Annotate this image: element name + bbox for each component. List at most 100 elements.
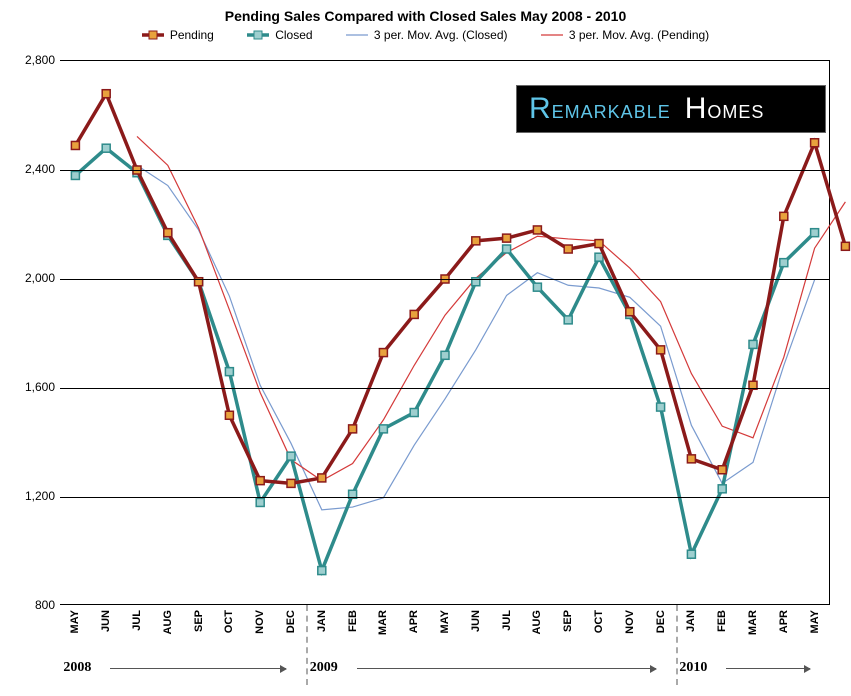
legend-swatch-pending (142, 29, 164, 41)
marker-closed (533, 283, 541, 291)
gridline (60, 279, 829, 280)
marker-closed (657, 403, 665, 411)
marker-closed (749, 340, 757, 348)
xtick-label: DEC (285, 610, 297, 633)
year-label: 2009 (310, 660, 338, 676)
marker-pending (256, 477, 264, 485)
marker-pending (503, 234, 511, 242)
ytick-label: 2,800 (5, 53, 55, 67)
marker-pending (318, 474, 326, 482)
logo: Remarkable Homes (516, 85, 826, 133)
marker-pending (287, 479, 295, 487)
gridline (60, 388, 829, 389)
marker-pending (379, 349, 387, 357)
marker-closed (595, 253, 603, 261)
marker-closed (811, 229, 819, 237)
marker-pending (780, 212, 788, 220)
xtick-label: FEB (716, 610, 728, 632)
legend-item-pending: Pending (142, 28, 214, 42)
legend-item-ma-closed: 3 per. Mov. Avg. (Closed) (346, 28, 508, 42)
marker-closed (287, 452, 295, 460)
legend-swatch-ma-pending (541, 29, 563, 41)
legend-label-pending: Pending (170, 28, 214, 42)
chart-container: Pending Sales Compared with Closed Sales… (0, 0, 851, 696)
xtick-label: MAR (747, 610, 759, 635)
marker-closed (441, 351, 449, 359)
legend-swatch-ma-closed (346, 29, 368, 41)
xtick-label: MAY (809, 610, 821, 633)
marker-closed (718, 485, 726, 493)
marker-pending (410, 310, 418, 318)
legend-item-closed: Closed (247, 28, 312, 42)
ytick-label: 800 (5, 598, 55, 612)
xtick-label: OCT (593, 610, 605, 633)
xtick-label: MAY (439, 610, 451, 633)
marker-pending (811, 139, 819, 147)
marker-closed (225, 368, 233, 376)
xtick-label: APR (778, 610, 790, 633)
xtick-label: SEP (562, 610, 574, 632)
year-arrow (357, 668, 656, 669)
ytick-label: 2,400 (5, 162, 55, 176)
logo-word1: Remarkable (529, 92, 671, 126)
series-line-ma-closed (137, 165, 815, 509)
year-arrow (726, 668, 809, 669)
marker-pending (164, 229, 172, 237)
gridline (60, 170, 829, 171)
marker-pending (225, 411, 233, 419)
xtick-label: NOV (254, 610, 266, 634)
logo-word2: Homes (685, 92, 765, 126)
marker-pending (626, 308, 634, 316)
legend-label-closed: Closed (275, 28, 312, 42)
marker-pending (564, 245, 572, 253)
chart-title: Pending Sales Compared with Closed Sales… (0, 8, 851, 24)
marker-closed (780, 259, 788, 267)
marker-closed (564, 316, 572, 324)
xtick-label: JAN (685, 610, 697, 632)
marker-closed (71, 171, 79, 179)
xtick-label: APR (408, 610, 420, 633)
xtick-label: AUG (531, 610, 543, 634)
marker-pending (71, 141, 79, 149)
year-divider (306, 605, 308, 685)
marker-closed (503, 245, 511, 253)
ytick-label: 1,200 (5, 489, 55, 503)
xtick-label: JUL (131, 610, 143, 631)
series-line-pending (75, 94, 845, 484)
legend: Pending Closed 3 per. Mov. Avg. (Closed)… (0, 28, 851, 44)
legend-label-ma-closed: 3 per. Mov. Avg. (Closed) (374, 28, 508, 42)
marker-pending (718, 466, 726, 474)
series-svg (60, 61, 829, 604)
ytick-label: 2,000 (5, 271, 55, 285)
marker-closed (379, 425, 387, 433)
xtick-label: JUN (100, 610, 112, 632)
legend-item-ma-pending: 3 per. Mov. Avg. (Pending) (541, 28, 709, 42)
xtick-label: JUN (470, 610, 482, 632)
plot-area (60, 60, 830, 605)
legend-label-ma-pending: 3 per. Mov. Avg. (Pending) (569, 28, 709, 42)
xtick-label: NOV (624, 610, 636, 634)
marker-closed (687, 550, 695, 558)
xtick-label: MAY (69, 610, 81, 633)
marker-closed (256, 498, 264, 506)
marker-pending (595, 240, 603, 248)
xtick-label: JUL (501, 610, 513, 631)
legend-swatch-closed (247, 29, 269, 41)
xtick-label: DEC (655, 610, 667, 633)
xtick-label: FEB (347, 610, 359, 632)
marker-closed (410, 409, 418, 417)
marker-closed (102, 144, 110, 152)
marker-closed (318, 567, 326, 575)
year-arrow (110, 668, 286, 669)
ytick-label: 1,600 (5, 380, 55, 394)
year-divider (676, 605, 678, 685)
marker-pending (533, 226, 541, 234)
year-label: 2008 (63, 660, 91, 676)
xtick-label: OCT (223, 610, 235, 633)
marker-pending (687, 455, 695, 463)
marker-pending (102, 90, 110, 98)
xtick-label: SEP (193, 610, 205, 632)
marker-pending (472, 237, 480, 245)
xtick-label: JAN (316, 610, 328, 632)
marker-pending (657, 346, 665, 354)
